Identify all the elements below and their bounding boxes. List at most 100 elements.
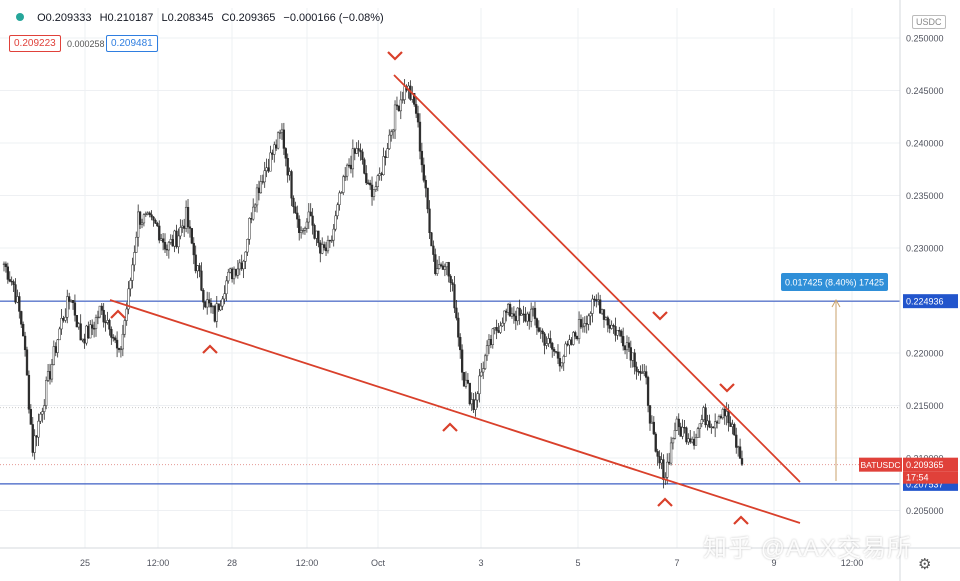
low-value: L0.208345 [161,12,214,24]
candle [25,346,29,376]
candle-body [207,299,211,304]
candle-body [689,438,692,443]
candle [39,411,42,425]
candle-body [510,313,514,317]
candle-body [315,230,318,239]
candle-body [414,104,418,114]
candle-body [22,323,25,337]
candle [255,183,259,213]
candle-body [156,223,159,227]
candle-body [395,104,399,107]
candle-body [572,332,575,345]
candle [114,335,117,344]
candle-body [735,434,738,448]
candle-body [361,151,364,160]
candle-body [372,189,376,197]
candle-body [330,239,333,242]
candle [589,311,592,326]
candle-body [355,148,358,154]
candle-body [694,437,698,446]
candle [23,331,27,357]
close-value: C0.209365 [221,12,276,24]
candle [89,320,92,339]
x-tick-label: 12:00 [296,558,319,568]
candle [271,149,274,160]
candle [236,260,240,279]
candle [681,419,684,440]
candle [12,279,15,293]
candle [190,228,194,245]
candle [29,404,32,425]
candle [631,352,634,368]
candle-body [658,456,661,464]
candle-body [482,368,485,373]
candle-body [309,211,312,217]
candle-body [108,320,111,330]
candle [729,416,732,427]
candle [501,317,504,327]
candle [161,233,165,251]
candle-body [200,270,203,291]
candle-body [587,315,590,325]
candle [121,324,124,357]
candle [528,311,531,330]
candle [468,382,471,406]
candle-body [190,228,194,244]
candle-body [706,420,709,426]
candle [708,414,711,429]
candle-body [242,260,245,270]
candle-body [727,411,730,424]
candle [397,105,401,112]
gear-icon[interactable]: ⚙ [918,556,932,573]
candle-body [75,315,78,328]
up-marker [733,515,749,525]
candle [263,161,266,188]
candle [355,142,358,155]
candle [307,203,310,229]
candle [600,308,604,315]
candle-body [462,372,466,387]
candle [100,303,103,315]
candle-body [117,347,121,350]
candle [81,338,84,343]
candle [200,262,203,292]
candle [332,224,335,247]
candle-body [303,228,307,231]
currency-label[interactable]: USDC [912,15,946,29]
candle-body [491,328,494,345]
candle [92,321,96,338]
candle [213,304,217,323]
y-tick-label: 0.250000 [906,34,944,44]
candle [645,365,648,385]
candle [702,405,705,422]
candle [192,237,195,265]
candle [87,321,90,339]
candle [439,262,443,268]
candle-body [698,423,701,429]
candle [727,404,730,432]
candle [173,229,176,253]
symbol-tag-bg [859,457,902,472]
candle [58,326,61,341]
candle-body [56,339,59,353]
candle [704,403,707,428]
ask-button[interactable]: 0.209481 [106,35,158,52]
candle [685,426,688,445]
candle [52,340,55,366]
candle [119,345,123,358]
candle-body [455,307,458,319]
candle-body [282,129,286,149]
candle-body [238,262,241,270]
candle-body [616,330,619,336]
candle [6,262,9,284]
candle-body [370,184,374,197]
bid-button[interactable]: 0.209223 [9,35,61,52]
candle [171,234,174,247]
candle [639,365,642,381]
candle-body [541,330,544,335]
candle-body [77,323,80,328]
candle [629,340,632,368]
candle [416,105,420,128]
candle [219,300,222,312]
